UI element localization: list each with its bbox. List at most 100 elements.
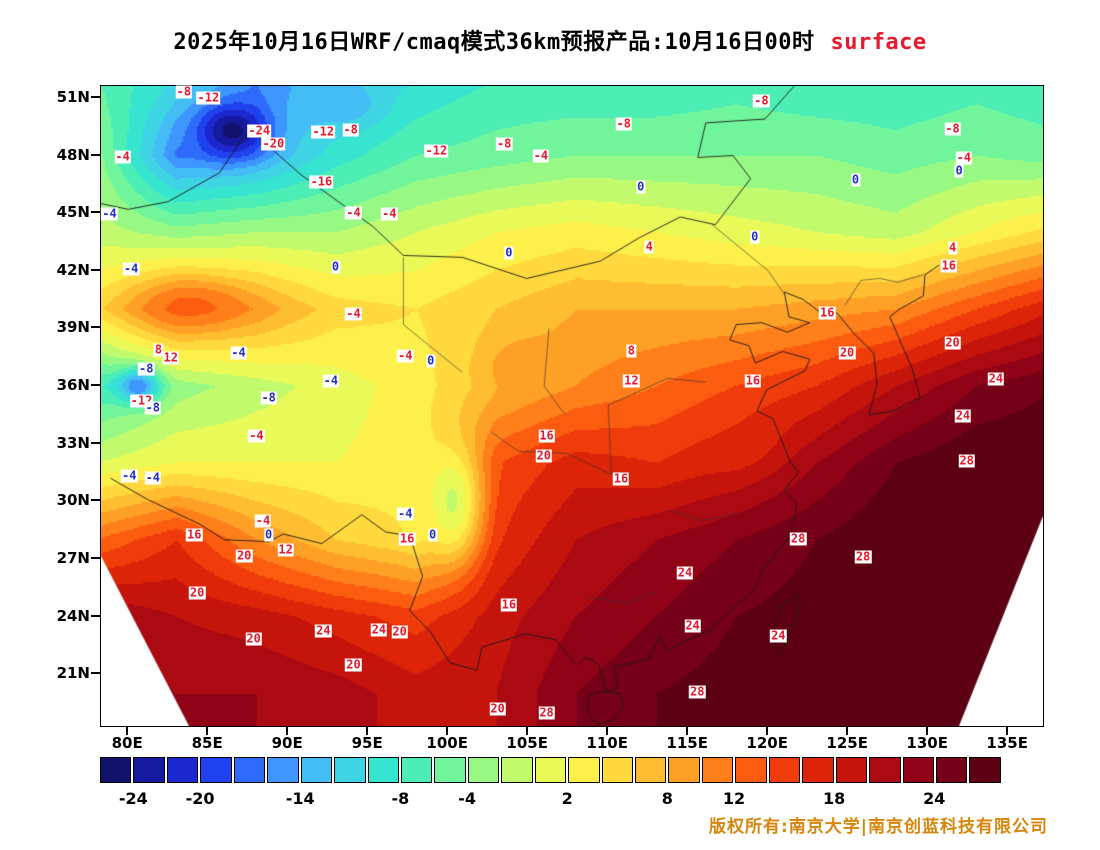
- colorbar-segment: [768, 757, 801, 783]
- colorbar-segment: [267, 757, 299, 783]
- contour-label: 24: [954, 408, 972, 423]
- contour-label: 4: [644, 239, 654, 254]
- contour-label: 24: [676, 565, 694, 580]
- contour-label: -4: [254, 513, 272, 528]
- contour-label: 28: [538, 705, 555, 720]
- contour-label: -4: [397, 506, 414, 521]
- contour-label: -4: [230, 345, 247, 360]
- contour-label: -4: [121, 468, 138, 483]
- contour-label: 0: [427, 527, 438, 542]
- colorbar-tick-label: -4: [458, 789, 476, 808]
- colorbar-segment: [467, 757, 500, 783]
- colorbar-segment: [100, 757, 132, 783]
- contour-label: -4: [101, 206, 118, 221]
- contour-label: 28: [689, 684, 706, 699]
- lon-tick-label: 95E: [351, 734, 383, 752]
- contour-label: 0: [504, 245, 514, 260]
- contour-label: 28: [958, 453, 975, 468]
- lon-tick-label: 110E: [586, 734, 628, 752]
- colorbar-segment: [802, 757, 834, 783]
- contour-label: 20: [838, 345, 856, 360]
- temperature-field-canvas: [101, 86, 1043, 726]
- colorbar-segment: [400, 757, 433, 783]
- lon-tick-mark: [366, 727, 369, 735]
- lat-tick-label: 36N: [56, 376, 90, 395]
- lat-tick-label: 33N: [56, 433, 90, 452]
- contour-label: 16: [744, 373, 762, 388]
- lat-tick-mark: [91, 556, 100, 559]
- contour-label: -4: [532, 148, 550, 163]
- contour-label: -4: [381, 206, 398, 221]
- colorbar: [100, 757, 1001, 783]
- contour-label: 0: [750, 229, 760, 244]
- lat-tick-label: 48N: [56, 145, 90, 164]
- lat-tick-label: 27N: [56, 548, 90, 567]
- lat-tick-mark: [91, 499, 100, 502]
- contour-label: 0: [264, 527, 274, 542]
- title-main: 2025年10月16日WRF/cmaq模式36km预报产品:10月16日00时: [173, 30, 815, 55]
- contour-label: -8: [495, 136, 513, 151]
- contour-label: 16: [186, 527, 203, 542]
- temperature-map: -8 -12 -24 -20 -12 -8 -12 -8 -4 -8 -8 -8 -4 -16 -4 0 0 -4…: [100, 85, 1044, 727]
- contour-label: 20: [188, 585, 206, 600]
- contour-label: 28: [854, 549, 872, 564]
- contour-label: -8: [342, 122, 359, 137]
- contour-label: 24: [684, 618, 701, 633]
- lat-tick-label: 30N: [56, 491, 90, 510]
- lat-tick-label: 42N: [56, 260, 90, 279]
- colorbar-segment: [233, 757, 266, 783]
- contour-label: 24: [370, 622, 388, 637]
- lon-tick-mark: [286, 727, 289, 735]
- lon-tick-label: 135E: [986, 734, 1028, 752]
- colorbar-segment: [835, 757, 868, 783]
- contour-label: 0: [426, 353, 436, 368]
- contour-label: -4: [144, 470, 162, 485]
- lat-tick-mark: [91, 153, 100, 156]
- contour-label: 16: [538, 428, 555, 443]
- colorbar-tick-label: 24: [923, 789, 946, 808]
- colorbar-segment: [969, 757, 1001, 783]
- contour-label: -8: [137, 361, 155, 376]
- colorbar-segment: [635, 757, 667, 783]
- lon-tick-label: 85E: [191, 734, 223, 752]
- colorbar-segment: [501, 757, 533, 783]
- colorbar-tick-label: 12: [722, 789, 746, 808]
- lon-tick-label: 115E: [666, 734, 708, 752]
- contour-label: 12: [277, 542, 294, 557]
- lon-tick-mark: [1006, 727, 1009, 735]
- lon-tick-mark: [526, 727, 529, 735]
- lat-tick-mark: [91, 441, 100, 444]
- colorbar-tick-label: -14: [285, 789, 315, 808]
- lon-tick-label: 125E: [826, 734, 868, 752]
- lon-tick-mark: [206, 727, 209, 735]
- lon-tick-label: 130E: [906, 734, 948, 752]
- contour-label: -8: [615, 116, 633, 131]
- colorbar-segment: [367, 757, 399, 783]
- colorbar-tick-label: -24: [118, 789, 148, 808]
- contour-label: -4: [955, 150, 973, 165]
- lon-tick-mark: [446, 727, 449, 735]
- contour-label: 16: [500, 597, 518, 612]
- contour-label: 28: [789, 531, 807, 546]
- contour-label: -12: [311, 124, 336, 139]
- contour-label: 8: [626, 343, 636, 358]
- contour-label: -24: [247, 123, 272, 138]
- contour-label: 0: [954, 163, 964, 178]
- colorbar-tick-label: -8: [391, 789, 410, 808]
- contour-label: 0: [850, 172, 861, 187]
- lat-tick-mark: [91, 211, 100, 214]
- colorbar-segment: [701, 757, 734, 783]
- colorbar-segment: [568, 757, 600, 783]
- title-surface-tag: surface: [830, 30, 927, 55]
- lat-tick-label: 21N: [56, 664, 90, 683]
- contour-label: -8: [753, 93, 770, 108]
- lon-tick-mark: [926, 727, 929, 735]
- colorbar-segment: [668, 757, 700, 783]
- contour-label: -4: [122, 261, 140, 276]
- contour-label: 24: [315, 623, 332, 638]
- lon-tick-label: 90E: [271, 734, 303, 752]
- contour-label: -4: [248, 428, 265, 443]
- colorbar-segment: [735, 757, 767, 783]
- contour-label: -12: [424, 143, 449, 158]
